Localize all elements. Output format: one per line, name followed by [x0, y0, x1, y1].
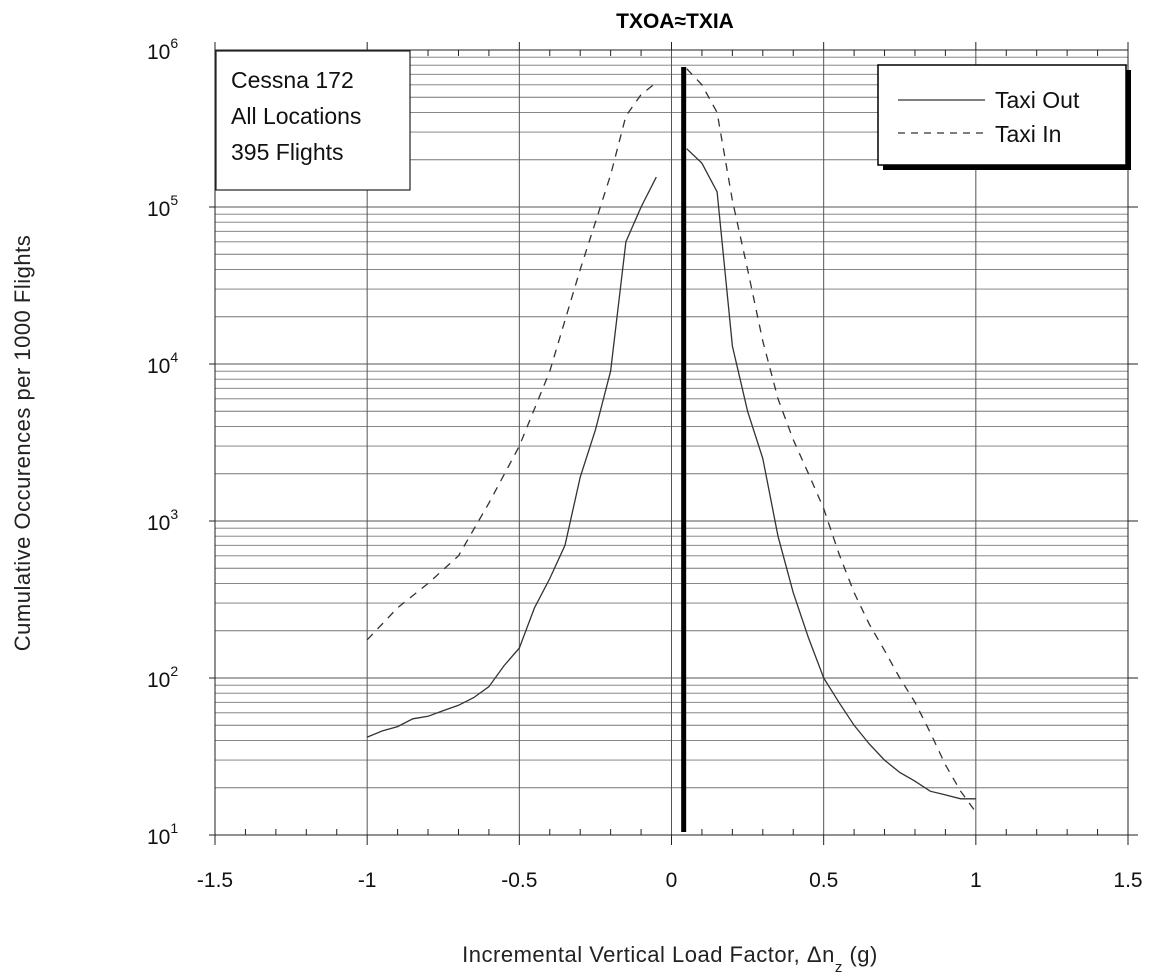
- x-axis-label-suffix: (g): [843, 942, 878, 967]
- y-tick-base: 10: [147, 198, 170, 221]
- x-tick-label: 0: [666, 869, 678, 892]
- y-tick-exponent: 6: [170, 35, 178, 51]
- y-tick-base: 10: [147, 826, 170, 849]
- y-tick-exponent: 4: [170, 349, 178, 365]
- y-tick-exponent: 1: [170, 820, 178, 836]
- y-tick-base: 10: [147, 669, 170, 692]
- x-tick-label: -1.5: [197, 869, 233, 892]
- legend-frame: [877, 64, 1127, 166]
- y-tick-label: 105: [147, 192, 178, 221]
- y-tick-exponent: 2: [170, 663, 178, 679]
- info-box-line-locations: All Locations: [231, 103, 361, 129]
- series-line-taxi-out: [686, 148, 976, 800]
- series-line-taxi-in: [686, 68, 977, 813]
- x-tick-label: -0.5: [501, 869, 537, 892]
- info-box-line-aircraft: Cessna 172: [231, 67, 354, 93]
- y-tick-base: 10: [147, 355, 170, 378]
- y-tick-exponent: 5: [170, 192, 178, 208]
- y-tick-base: 10: [147, 41, 170, 64]
- legend-label-taxi-out: Taxi Out: [995, 87, 1080, 113]
- y-tick-label: 103: [147, 506, 178, 535]
- legend-label-taxi-in: Taxi In: [995, 121, 1061, 147]
- x-tick-label: -1: [358, 869, 377, 892]
- x-axis-label: Incremental Vertical Load Factor, Δnz (g…: [462, 942, 878, 976]
- info-box-line-flights: 395 Flights: [231, 139, 344, 165]
- x-tick-label: 1.5: [1113, 869, 1142, 892]
- x-axis-label-main: Incremental Vertical Load Factor, Δn: [462, 942, 835, 967]
- y-tick-label: 102: [147, 663, 178, 692]
- chart-title: TXOA≈TXIA: [616, 10, 734, 33]
- y-axis-label: Cumulative Occurences per 1000 Flights: [10, 235, 35, 651]
- x-tick-label: 1: [970, 869, 982, 892]
- series-line-taxi-in: [366, 82, 657, 641]
- y-tick-label: 104: [147, 349, 178, 378]
- y-tick-label: 106: [147, 35, 178, 64]
- x-axis-label-subscript: z: [835, 959, 843, 976]
- x-tick-label: 0.5: [809, 869, 838, 892]
- y-tick-base: 10: [147, 512, 170, 535]
- y-tick-exponent: 3: [170, 506, 178, 522]
- y-tick-label: 101: [147, 820, 178, 849]
- info-box: Cessna 172 All Locations 395 Flights: [215, 50, 411, 191]
- series-line-taxi-out: [366, 176, 657, 738]
- legend: Taxi Out Taxi In: [877, 64, 1131, 170]
- info-box-frame: [215, 50, 411, 191]
- series-layer: [366, 68, 977, 813]
